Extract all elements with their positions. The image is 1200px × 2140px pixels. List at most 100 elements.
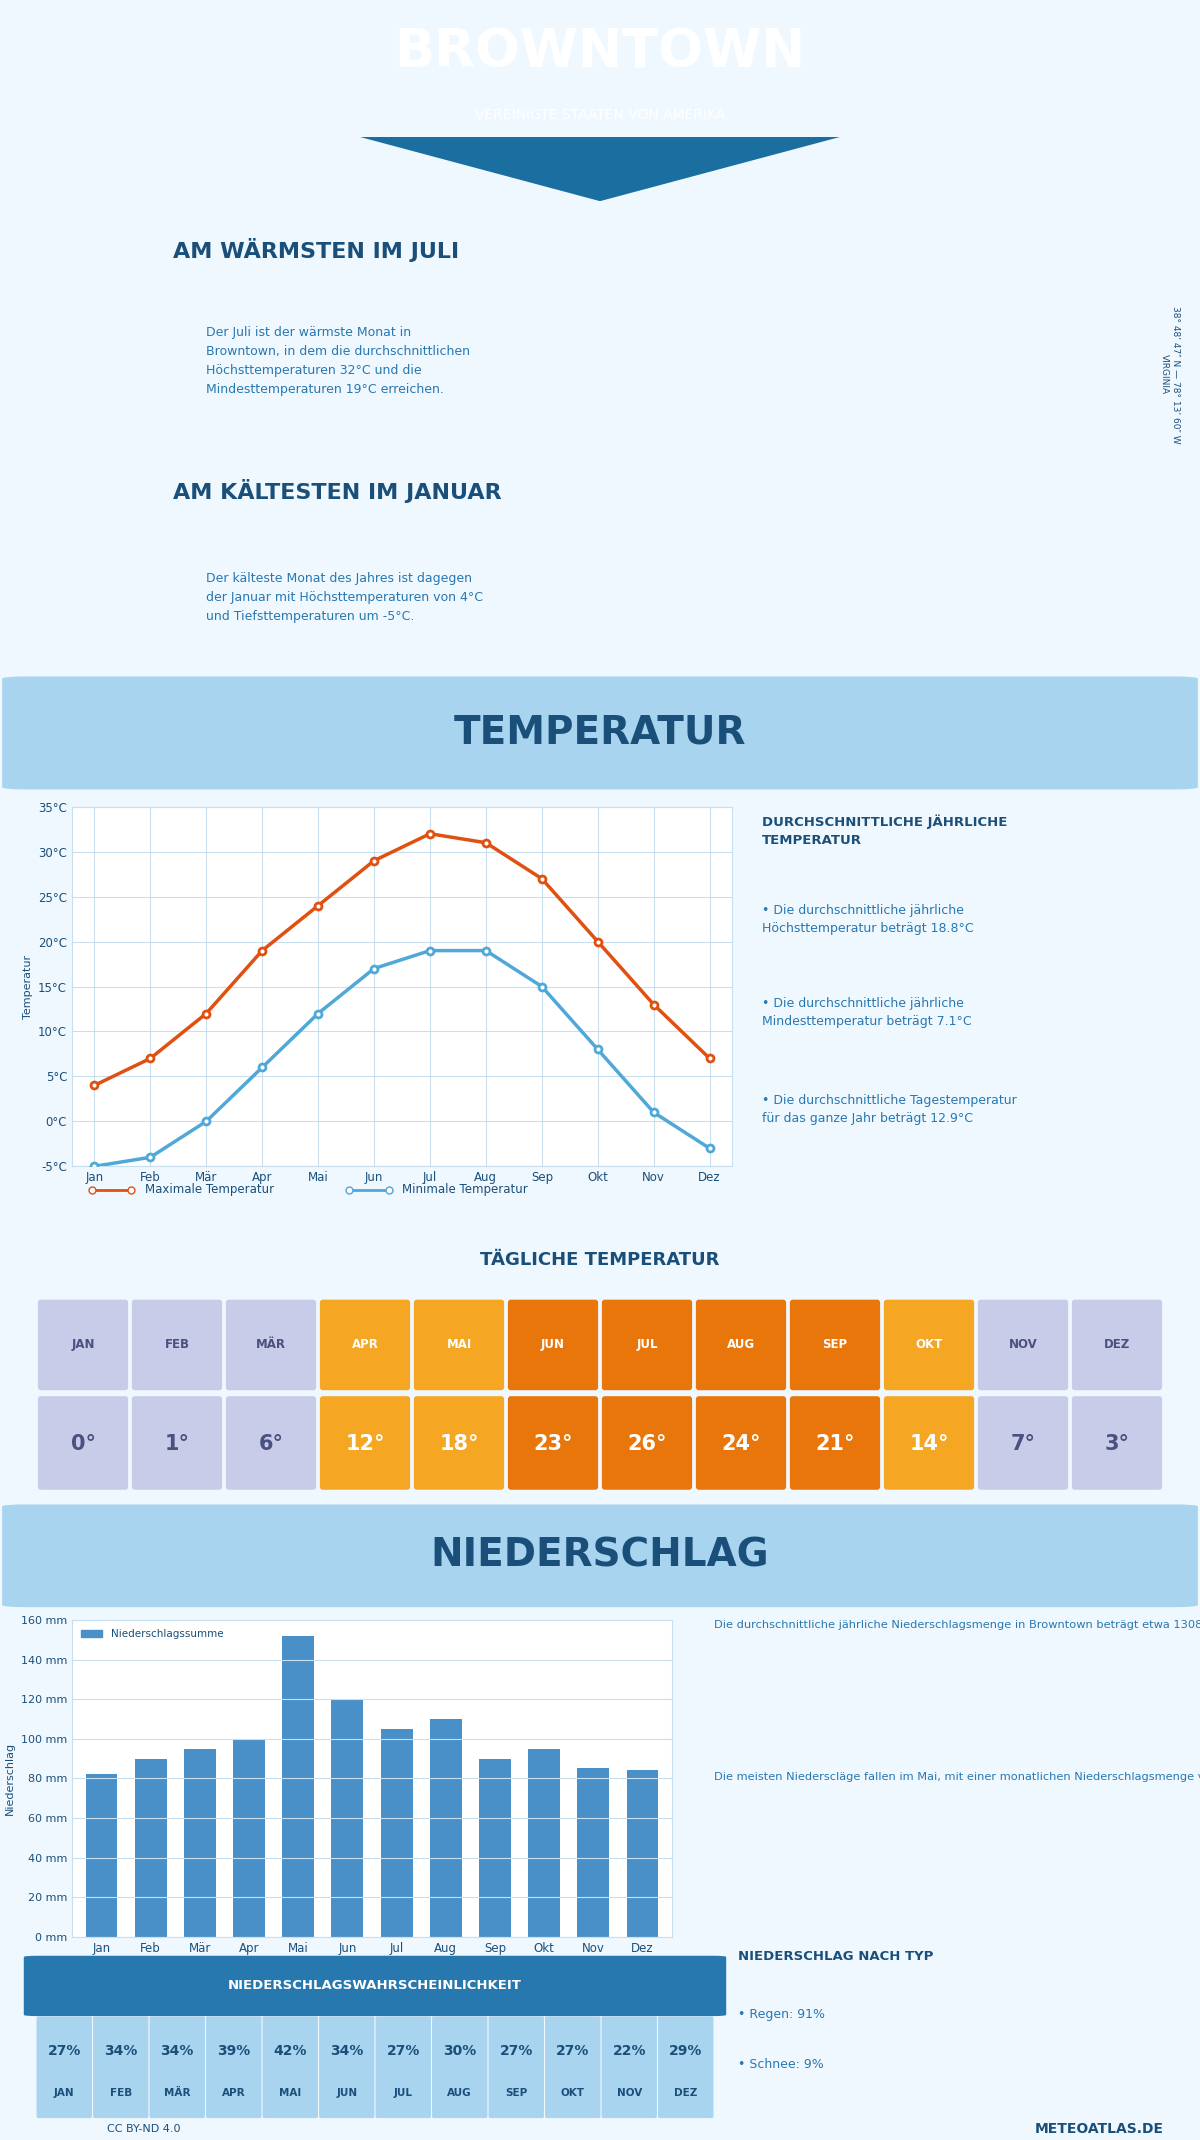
FancyBboxPatch shape (24, 1956, 726, 2016)
FancyBboxPatch shape (884, 1299, 974, 1391)
Text: 12°: 12° (346, 1434, 385, 1453)
Text: 6°: 6° (258, 1434, 283, 1453)
Text: DEZ: DEZ (674, 2089, 697, 2097)
FancyBboxPatch shape (376, 2016, 431, 2119)
Text: 3°: 3° (1104, 1434, 1129, 1453)
Text: OKT: OKT (560, 2089, 584, 2097)
Text: AM WÄRMSTEN IM JULI: AM WÄRMSTEN IM JULI (173, 238, 460, 263)
Text: Der Juli ist der wärmste Monat in
Browntown, in dem die durchschnittlichen
Höchs: Der Juli ist der wärmste Monat in Brownt… (206, 325, 470, 396)
Text: OKT: OKT (916, 1338, 943, 1352)
Text: 42%: 42% (274, 2044, 307, 2059)
Y-axis label: Temperatur: Temperatur (23, 954, 32, 1019)
Text: NOV: NOV (1009, 1338, 1037, 1352)
Bar (577, 1768, 610, 1937)
Text: 27%: 27% (499, 2044, 533, 2059)
Text: NOV: NOV (617, 2089, 642, 2097)
FancyBboxPatch shape (320, 1299, 410, 1391)
FancyBboxPatch shape (978, 1299, 1068, 1391)
Bar (85, 1774, 118, 1937)
FancyBboxPatch shape (432, 2016, 487, 2119)
Text: MAI: MAI (446, 1338, 472, 1352)
Text: VEREINIGTE STAATEN VON AMERIKA: VEREINIGTE STAATEN VON AMERIKA (475, 109, 725, 122)
Text: FEB: FEB (164, 1338, 190, 1352)
Bar (233, 1738, 265, 1937)
Text: 27%: 27% (48, 2044, 80, 2059)
Text: NIEDERSCHLAG: NIEDERSCHLAG (431, 1537, 769, 1575)
Text: APR: APR (222, 2089, 246, 2097)
FancyBboxPatch shape (319, 2016, 374, 2119)
Legend: Niederschlagssumme: Niederschlagssumme (77, 1624, 227, 1644)
Text: 1°: 1° (164, 1434, 190, 1453)
Text: FEB: FEB (109, 2089, 132, 2097)
Text: DURCHSCHNITTLICHE JÄHRLICHE
TEMPERATUR: DURCHSCHNITTLICHE JÄHRLICHE TEMPERATUR (762, 813, 1007, 847)
Y-axis label: Niederschlag: Niederschlag (5, 1742, 16, 1815)
FancyBboxPatch shape (414, 1299, 504, 1391)
FancyBboxPatch shape (884, 1395, 974, 1489)
FancyBboxPatch shape (508, 1299, 598, 1391)
FancyBboxPatch shape (132, 1395, 222, 1489)
Bar (430, 1718, 462, 1937)
Text: NIEDERSCHLAG NACH TYP: NIEDERSCHLAG NACH TYP (738, 1950, 934, 1962)
Text: AM KÄLTESTEN IM JANUAR: AM KÄLTESTEN IM JANUAR (173, 479, 502, 503)
FancyBboxPatch shape (790, 1395, 880, 1489)
Text: 18°: 18° (439, 1434, 479, 1453)
Polygon shape (360, 137, 840, 201)
Text: Minimale Temperatur: Minimale Temperatur (402, 1183, 528, 1196)
Text: AUG: AUG (727, 1338, 755, 1352)
Text: JUN: JUN (541, 1338, 565, 1352)
FancyBboxPatch shape (696, 1395, 786, 1489)
Text: JUL: JUL (394, 2089, 413, 2097)
FancyBboxPatch shape (150, 2016, 205, 2119)
FancyBboxPatch shape (488, 2016, 544, 2119)
Text: • Die durchschnittliche jährliche
Mindesttemperatur beträgt 7.1°C: • Die durchschnittliche jährliche Mindes… (762, 997, 972, 1029)
Text: JAN: JAN (71, 1338, 95, 1352)
FancyBboxPatch shape (206, 2016, 262, 2119)
Text: • Die durchschnittliche Tagestemperatur
für das ganze Jahr beträgt 12.9°C: • Die durchschnittliche Tagestemperatur … (762, 1094, 1016, 1126)
Bar (184, 1748, 216, 1937)
Text: 0°: 0° (71, 1434, 96, 1453)
Text: JUL: JUL (636, 1338, 658, 1352)
Bar (282, 1635, 314, 1937)
FancyBboxPatch shape (226, 1299, 316, 1391)
FancyBboxPatch shape (658, 2016, 714, 2119)
Text: 39%: 39% (217, 2044, 251, 2059)
FancyBboxPatch shape (696, 1299, 786, 1391)
Text: 30%: 30% (443, 2044, 476, 2059)
FancyBboxPatch shape (226, 1395, 316, 1489)
FancyBboxPatch shape (602, 1299, 692, 1391)
FancyBboxPatch shape (38, 1299, 128, 1391)
FancyBboxPatch shape (414, 1395, 504, 1489)
Text: NIEDERSCHLAGSWAHRSCHEINLICHKEIT: NIEDERSCHLAGSWAHRSCHEINLICHKEIT (228, 1980, 522, 1992)
Text: MAI: MAI (280, 2089, 301, 2097)
Text: JUN: JUN (336, 2089, 358, 2097)
Text: TÄGLICHE TEMPERATUR: TÄGLICHE TEMPERATUR (480, 1252, 720, 1269)
Text: Die meisten Niederscläge fallen im Mai, mit einer monatlichen Niederschlagsmenge: Die meisten Niederscläge fallen im Mai, … (714, 1772, 1200, 1783)
Text: 34%: 34% (330, 2044, 364, 2059)
Text: MÄR: MÄR (164, 2089, 191, 2097)
Text: TEMPERATUR: TEMPERATUR (454, 715, 746, 751)
Text: METEOATLAS.DE: METEOATLAS.DE (1034, 2123, 1164, 2136)
FancyBboxPatch shape (94, 2016, 149, 2119)
Text: • Regen: 91%: • Regen: 91% (738, 2009, 826, 2022)
Text: CC BY-ND 4.0: CC BY-ND 4.0 (107, 2125, 181, 2134)
Text: Die durchschnittliche jährliche Niederschlagsmenge in Browntown beträgt etwa 130: Die durchschnittliche jährliche Niedersc… (714, 1620, 1200, 1631)
Text: SEP: SEP (505, 2089, 527, 2097)
FancyBboxPatch shape (2, 1504, 1198, 1607)
Text: 34%: 34% (161, 2044, 194, 2059)
Bar (528, 1748, 560, 1937)
Text: 27%: 27% (386, 2044, 420, 2059)
FancyBboxPatch shape (132, 1299, 222, 1391)
FancyBboxPatch shape (601, 2016, 656, 2119)
Text: Maximale Temperatur: Maximale Temperatur (145, 1183, 274, 1196)
Text: 27%: 27% (556, 2044, 589, 2059)
Text: 26°: 26° (628, 1434, 667, 1453)
FancyBboxPatch shape (545, 2016, 600, 2119)
Bar (380, 1729, 413, 1937)
Text: 29%: 29% (670, 2044, 702, 2059)
FancyBboxPatch shape (38, 1395, 128, 1489)
Text: 24°: 24° (721, 1434, 761, 1453)
FancyBboxPatch shape (978, 1395, 1068, 1489)
FancyBboxPatch shape (508, 1395, 598, 1489)
FancyBboxPatch shape (790, 1299, 880, 1391)
Bar (331, 1699, 364, 1937)
